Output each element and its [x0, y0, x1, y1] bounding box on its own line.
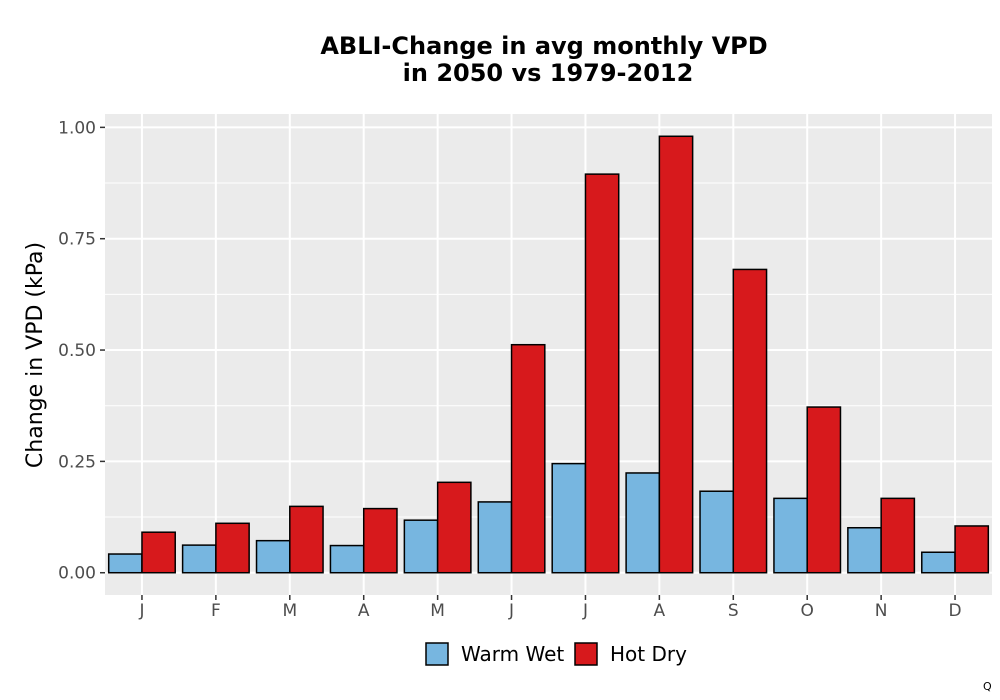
chart-title-line-2: in 2050 vs 1979-2012 — [403, 59, 694, 87]
x-tick-label: A — [358, 601, 370, 621]
x-tick-label: J — [582, 601, 588, 621]
bar-warm-wet-11 — [847, 526, 882, 574]
legend-label: Warm Wet — [461, 642, 564, 666]
bar-hot-dry-2 — [215, 522, 250, 574]
y-tick-label: 0.00 — [58, 564, 96, 584]
x-tick-label: F — [211, 601, 221, 621]
bar-hot-dry-10 — [806, 406, 842, 574]
bar-hot-dry-7 — [584, 173, 620, 574]
y-tick-label: 0.75 — [58, 230, 96, 250]
chart-title-line-1: ABLI-Change in avg monthly VPD — [320, 32, 767, 60]
y-axis: 0.00 0.25 0.50 0.75 1.00 — [58, 118, 105, 584]
chart-title: ABLI-Change in avg monthly VPD in 2050 v… — [320, 32, 767, 87]
x-tick-label: S — [728, 601, 739, 621]
bar-hot-dry-12 — [954, 525, 990, 574]
legend-swatch — [425, 642, 449, 666]
bar-warm-wet-12 — [921, 551, 956, 574]
x-tick-label: M — [282, 601, 297, 621]
bar-hot-dry-1 — [141, 531, 176, 574]
x-tick-label: D — [948, 601, 961, 621]
bar-warm-wet-1 — [107, 553, 143, 574]
corner-mark: Q — [983, 680, 992, 693]
bar-warm-wet-5 — [403, 519, 439, 574]
bar-warm-wet-2 — [181, 544, 217, 574]
bar-warm-wet-4 — [329, 544, 365, 574]
bar-warm-wet-10 — [773, 497, 808, 574]
y-tick-label: 0.50 — [58, 341, 96, 361]
legend-item-warm-wet: Warm Wet — [425, 642, 564, 666]
x-tick-label: M — [430, 601, 445, 621]
bar-hot-dry-11 — [880, 497, 916, 574]
bar-warm-wet-6 — [477, 501, 513, 574]
y-tick-label: 0.25 — [58, 452, 96, 472]
bar-hot-dry-9 — [732, 268, 768, 574]
bar-hot-dry-6 — [510, 343, 546, 574]
bars — [107, 135, 990, 574]
bar-warm-wet-9 — [699, 490, 735, 574]
bar-hot-dry-5 — [436, 481, 472, 574]
y-axis-title: Change in VPD (kPa) — [23, 242, 48, 468]
bar-warm-wet-7 — [551, 462, 587, 574]
plot-panel — [105, 114, 992, 595]
legend-swatch — [574, 642, 598, 666]
bar-warm-wet-8 — [625, 472, 661, 574]
x-tick-label: A — [654, 601, 666, 621]
bar-warm-wet-3 — [255, 539, 291, 574]
x-tick-label: J — [508, 601, 514, 621]
x-tick-label: J — [138, 601, 144, 621]
legend-label: Hot Dry — [610, 642, 687, 666]
legend-item-hot-dry: Hot Dry — [574, 642, 687, 666]
bar-hot-dry-8 — [658, 135, 694, 574]
bar-hot-dry-4 — [362, 507, 398, 574]
bar-hot-dry-3 — [289, 505, 324, 574]
x-tick-label: O — [801, 601, 814, 621]
y-tick-label: 1.00 — [58, 118, 96, 138]
x-tick-label: N — [875, 601, 888, 621]
legend: Warm Wet Hot Dry — [425, 642, 687, 666]
